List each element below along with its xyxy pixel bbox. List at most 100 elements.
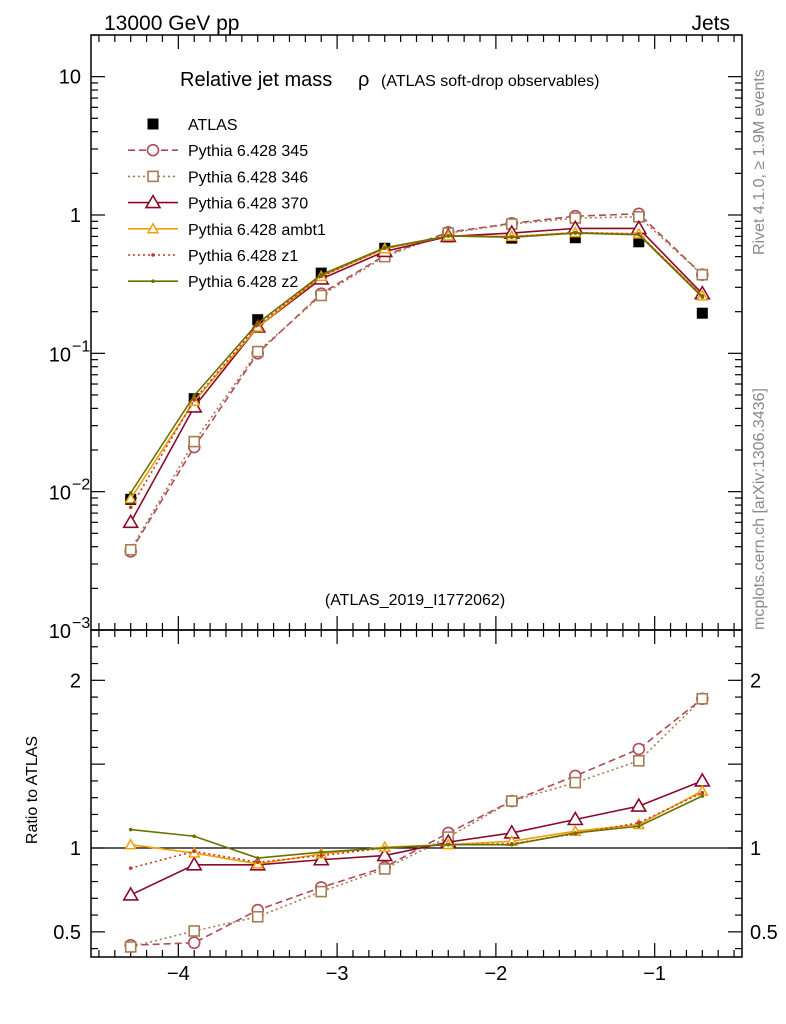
data-point xyxy=(255,321,260,326)
x-tick-label: −3 xyxy=(326,963,349,985)
ratio-series-line xyxy=(130,791,703,869)
ratio-plot-panel: −4 −3 −2 −1 2 2 1 1 0.5 0.5 Ratio to ATLAS xyxy=(24,629,778,985)
ratio-data-point xyxy=(128,866,133,870)
analysis-reference: (ATLAS_2019_I1772062) xyxy=(325,592,505,609)
data-point xyxy=(188,435,201,448)
ratio-data-point xyxy=(185,856,203,871)
ratio-series-pythia-6-428-ambt1 xyxy=(124,784,709,869)
ratio-y-tick-label-right: 2 xyxy=(750,670,761,692)
ratio-data-point xyxy=(192,849,197,854)
y-tick-label: 10 xyxy=(49,344,71,366)
ratio-data-point xyxy=(632,754,645,767)
ratio-data-point xyxy=(319,853,324,858)
legend: ATLAS Pythia 6.428 345 Pythia 6.428 346 Pyt… xyxy=(128,117,326,291)
data-point xyxy=(446,234,451,238)
ratio-data-point xyxy=(505,795,518,807)
series-line xyxy=(130,232,703,494)
data-point xyxy=(124,492,137,504)
series-line xyxy=(130,231,703,500)
data-point xyxy=(319,272,324,277)
ratio-data-point xyxy=(509,842,514,847)
legend-marker xyxy=(147,170,159,183)
ratio-data-point xyxy=(693,772,711,787)
ratio-data-point xyxy=(569,776,582,789)
y-tick-label: 10 xyxy=(59,67,81,89)
x-tick-label: −4 xyxy=(167,963,190,985)
legend-label: Pythia 6.428 ambt1 xyxy=(188,222,326,239)
series-line xyxy=(129,227,703,523)
legend-label: Pythia 6.428 346 xyxy=(188,169,308,186)
series-pythia-6-428-ambt1 xyxy=(124,226,709,504)
ratio-y-tick-label-right: 1 xyxy=(750,838,761,860)
legend-marker xyxy=(151,279,155,284)
ratio-y-tick-label: 2 xyxy=(70,670,81,692)
ratio-data-point xyxy=(630,797,648,812)
data-point xyxy=(192,398,197,402)
jets-label: Jets xyxy=(691,12,730,35)
ratio-data-point xyxy=(124,941,137,953)
mcplots-label: mcplots.cern.ch [arXiv:1306.3436] xyxy=(751,388,768,630)
data-point xyxy=(251,345,264,358)
data-point xyxy=(696,307,708,319)
ratio-data-point xyxy=(312,851,330,866)
ratio-data-point xyxy=(251,910,264,923)
data-point xyxy=(315,289,328,302)
ratio-series-line xyxy=(130,698,703,947)
series-atlas xyxy=(125,231,708,505)
ratio-data-point xyxy=(446,842,451,847)
data-point xyxy=(700,295,705,299)
ratio-series-line xyxy=(130,780,703,896)
ratio-y-tick-label-right: 0.5 xyxy=(750,922,778,944)
ratio-data-point xyxy=(315,885,328,898)
ratio-plot-frame xyxy=(90,629,743,958)
ratio-data-point xyxy=(378,863,391,875)
ratio-series-pythia-6-428-345 xyxy=(124,692,709,952)
energy-label: 13000 GeV pp xyxy=(104,12,239,35)
plot-subtitle: (ATLAS soft-drop observables) xyxy=(381,73,599,90)
ratio-data-point xyxy=(696,692,709,705)
legend-label: ATLAS xyxy=(188,117,238,134)
data-point xyxy=(696,268,709,281)
y-tick-exponent: −3 xyxy=(72,615,90,632)
data-point xyxy=(122,513,140,529)
ratio-y-tick-label: 1 xyxy=(70,838,81,860)
data-point xyxy=(633,236,645,248)
legend-marker xyxy=(146,143,160,157)
plot-title: Relative jet mass xyxy=(180,69,332,91)
ratio-data-point xyxy=(319,850,324,854)
ratio-data-point xyxy=(632,742,646,756)
x-tick-label: −2 xyxy=(484,963,507,985)
ratio-data-point xyxy=(128,827,133,832)
y-tick-exponent: −2 xyxy=(72,477,90,494)
ratio-data-point xyxy=(700,794,705,798)
data-point xyxy=(382,245,387,250)
legend-label: Pythia 6.428 z2 xyxy=(188,274,298,291)
series-line xyxy=(130,216,703,551)
ratio-series-line xyxy=(130,795,703,859)
ratio-series-pythia-6-428-z2 xyxy=(128,794,705,860)
legend-marker xyxy=(144,194,162,209)
series-pythia-6-428-z1 xyxy=(128,230,705,510)
ratio-series-pythia-6-428-z1 xyxy=(128,790,705,870)
data-point xyxy=(128,491,133,495)
rivet-version-label: Rivet 4.1.0, ≥ 1.9M events xyxy=(751,69,768,255)
y-tick-label: 10 xyxy=(49,483,71,505)
series-pythia-6-428-370 xyxy=(122,219,711,529)
ratio-data-point xyxy=(636,824,641,828)
ratio-data-point xyxy=(382,846,387,850)
legend-label: Pythia 6.428 345 xyxy=(188,143,308,160)
ratio-series-pythia-6-428-346 xyxy=(124,692,709,953)
ratio-data-point xyxy=(566,810,584,826)
ratio-series-pythia-6-428-370 xyxy=(122,772,711,901)
data-point xyxy=(636,232,641,237)
legend-label: Pythia 6.428 z1 xyxy=(188,248,298,265)
x-tick-label: −1 xyxy=(643,963,666,985)
legend-marker xyxy=(151,253,155,257)
y-tick-label: 10 xyxy=(49,621,71,643)
legend-label: Pythia 6.428 370 xyxy=(188,196,308,213)
ratio-data-point xyxy=(192,834,197,839)
ratio-data-point xyxy=(636,821,641,825)
ratio-data-point xyxy=(188,925,201,937)
data-point xyxy=(192,393,197,398)
